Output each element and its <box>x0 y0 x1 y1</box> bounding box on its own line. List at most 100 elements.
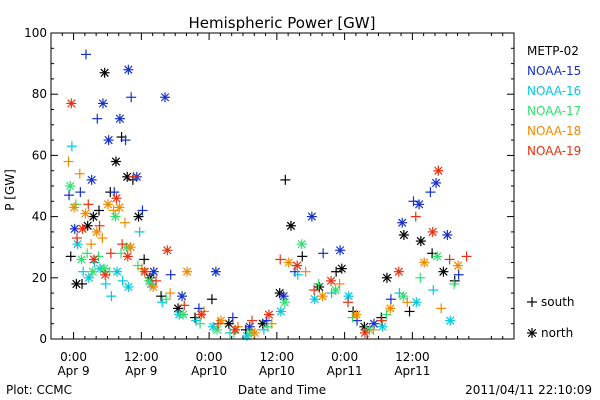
south-point <box>75 187 86 198</box>
north-point <box>419 257 430 268</box>
south-marker-icon <box>527 297 537 307</box>
south-point <box>318 248 329 259</box>
north-point <box>433 165 444 176</box>
x-tick-date: Apr11 <box>327 364 363 378</box>
north-point <box>196 309 207 320</box>
north-point <box>125 242 136 253</box>
south-point <box>385 294 396 305</box>
south-point <box>309 285 320 296</box>
south-point <box>106 291 117 302</box>
north-point <box>110 156 121 167</box>
north-point <box>445 315 456 326</box>
south-point <box>280 174 291 185</box>
south-point <box>83 199 94 210</box>
y-tick-label: 60 <box>32 148 47 162</box>
north-point <box>122 251 133 262</box>
south-point <box>453 269 464 280</box>
south-point <box>97 233 108 244</box>
south-point <box>65 251 76 262</box>
north-point <box>415 236 426 247</box>
north-point <box>66 98 77 109</box>
footer-credit: Plot: CCMC <box>6 383 72 397</box>
north-point <box>279 297 290 308</box>
north-point <box>438 266 449 277</box>
north-point <box>359 327 370 338</box>
south-point <box>436 303 447 314</box>
south-point <box>117 275 128 286</box>
south-point <box>334 278 345 289</box>
south-point <box>404 306 415 317</box>
north-point <box>100 269 111 280</box>
x-tick-date: Apr10 <box>191 364 227 378</box>
legend-entry: METP-02 <box>527 44 579 58</box>
x-tick-time: 0:00 <box>60 350 87 364</box>
x-tick-time: 12:00 <box>260 350 295 364</box>
north-point <box>103 135 114 146</box>
south-point <box>165 288 176 299</box>
north-point <box>83 272 94 283</box>
north-point <box>80 208 91 219</box>
north-point <box>91 226 102 237</box>
south-point <box>444 254 455 265</box>
marker-legend-label: south <box>541 295 575 309</box>
north-point <box>110 211 121 222</box>
south-point <box>117 239 128 250</box>
north-point <box>249 327 260 338</box>
south-point <box>63 156 74 167</box>
north-point <box>432 251 443 262</box>
north-point <box>114 113 125 124</box>
legend-entry: NOAA-15 <box>527 64 581 78</box>
south-point <box>300 266 311 277</box>
north-point <box>442 229 453 240</box>
south-point <box>266 318 277 329</box>
south-point <box>119 217 130 228</box>
south-point <box>428 285 439 296</box>
north-point <box>148 266 159 277</box>
south-point <box>120 135 131 146</box>
north-point <box>88 211 99 222</box>
north-point <box>88 254 99 265</box>
south-point <box>93 205 104 216</box>
x-tick-time: 12:00 <box>395 350 430 364</box>
south-point <box>128 171 139 182</box>
y-tick-label: 0 <box>39 332 47 346</box>
south-point <box>139 254 150 265</box>
data-points <box>63 49 472 341</box>
north-point <box>351 309 362 320</box>
x-tick-time: 0:00 <box>196 350 223 364</box>
y-axis-label: P [GW] <box>3 169 17 211</box>
north-point <box>176 291 187 302</box>
south-point <box>86 239 97 250</box>
south-point <box>292 269 303 280</box>
y-tick-label: 20 <box>32 271 47 285</box>
north-point <box>99 67 110 78</box>
south-point <box>100 278 111 289</box>
north-point <box>76 254 87 265</box>
south-point <box>105 248 116 259</box>
north-point <box>230 324 241 335</box>
north-point <box>317 291 328 302</box>
south-point <box>82 248 93 259</box>
legend-entry: NOAA-16 <box>527 84 581 98</box>
chart-title: Hemispheric Power [GW] <box>189 14 376 32</box>
north-point <box>77 223 88 234</box>
marker-legend-label: north <box>541 326 573 340</box>
south-point <box>275 254 286 265</box>
north-point <box>86 174 97 185</box>
south-point <box>427 248 438 259</box>
x-tick-time: 12:00 <box>124 350 159 364</box>
south-point <box>213 318 224 329</box>
south-point <box>247 315 258 326</box>
north-point <box>123 64 134 75</box>
south-point <box>137 205 148 216</box>
north-point <box>112 266 123 277</box>
south-point <box>94 220 105 231</box>
south-point <box>227 312 238 323</box>
south-point <box>297 251 308 262</box>
south-point <box>78 266 89 277</box>
south-point <box>64 190 75 201</box>
north-point <box>82 220 93 231</box>
south-point <box>161 294 172 305</box>
